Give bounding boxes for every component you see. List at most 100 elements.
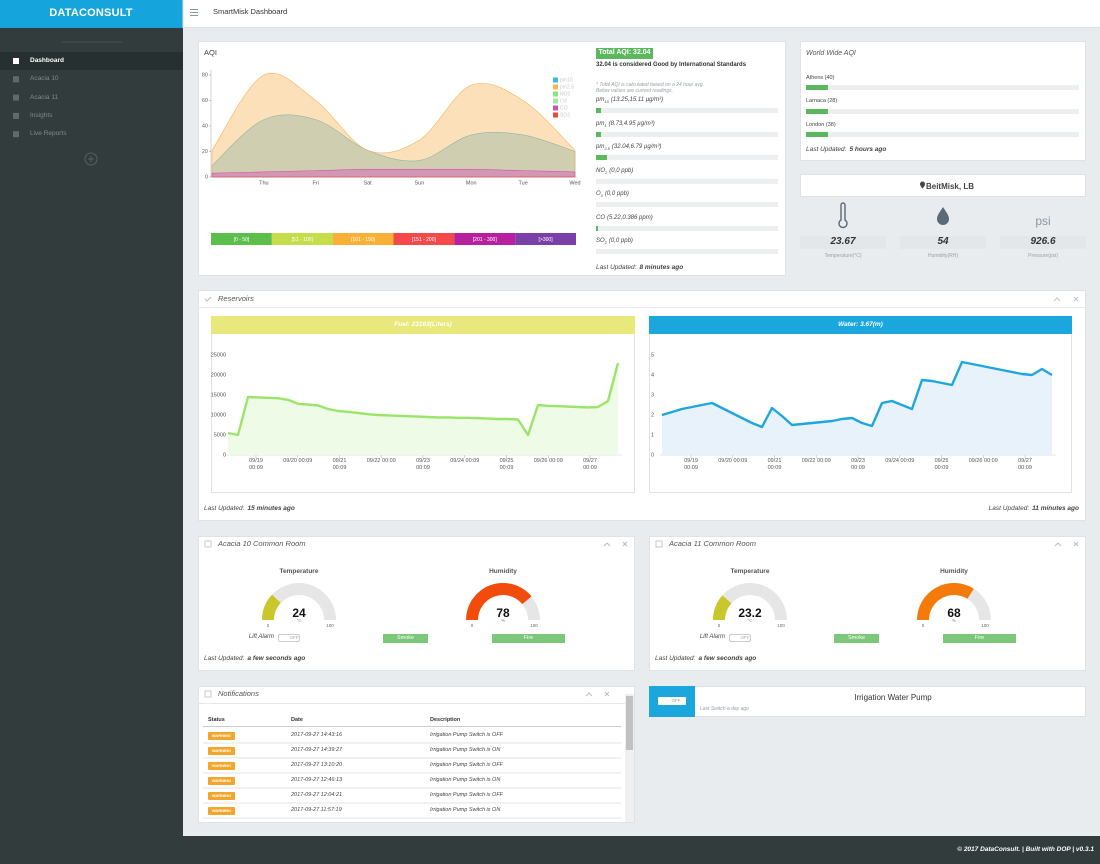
pollutant-symbol: CO: [596, 214, 605, 221]
pollutant-subscript: 3: [600, 193, 603, 199]
thermometer-icon: [838, 202, 848, 229]
reading-value: 926.6: [1030, 236, 1056, 248]
gauge-min: 0: [717, 623, 721, 629]
legend-swatch: [553, 112, 558, 118]
close-icon: [1073, 296, 1079, 302]
pollutant-label: CO (5.22,0.386 ppm): [596, 215, 653, 223]
switch[interactable]: OFF: [278, 634, 300, 642]
x-tick-label: Fri: [313, 180, 319, 186]
menu-toggle[interactable]: [190, 9, 198, 16]
alarm-label: Lift Alarm: [699, 634, 725, 641]
column-header: Status: [208, 716, 225, 723]
close-icon: [622, 541, 628, 547]
pollutant-label: pm1 (8.73,4.95 µg/m³): [596, 121, 655, 129]
menu-item: Acacia 10: [30, 75, 59, 83]
chart-title: Water: 3.67(m): [838, 320, 883, 328]
status-button[interactable]: Smoke: [834, 634, 879, 643]
aqi-area: [211, 114, 576, 178]
pollutant-track: [596, 131, 778, 137]
pollutant-symbol: NO: [596, 167, 605, 174]
y-tick-label: 25000: [211, 352, 226, 358]
panel-header-icons: [204, 690, 610, 698]
gauge: [713, 582, 787, 620]
column-header: Date: [291, 716, 303, 723]
x-tick-label: 09/25 00:09: [499, 458, 514, 471]
panel-title: Acacia 11 Common Room: [669, 539, 756, 549]
menu-icon: [13, 112, 19, 119]
menu-icon: [13, 94, 19, 101]
status-badge: [208, 731, 235, 740]
last-updated-value: 8 minutes ago: [639, 263, 684, 271]
y-tick-label: 5000: [214, 432, 226, 438]
legend-swatch: [553, 91, 558, 97]
panel-title: Acacia 10 Common Room: [218, 539, 306, 549]
button-text: Fire: [974, 635, 985, 642]
level-area: [228, 363, 618, 455]
last-updated-value: a few seconds ago: [247, 654, 306, 662]
menu-icon: [13, 58, 19, 64]
pollutant-fill: [596, 155, 607, 160]
reading-box: [800, 236, 886, 249]
legend-swatch: [553, 98, 558, 104]
status-badge: [208, 791, 235, 800]
pollutant-track: [596, 202, 778, 207]
x-tick-label: 09/23 00:09: [416, 458, 430, 471]
switch-text: OFF: [289, 635, 299, 641]
x-tick-label: 09/27 00:09: [1018, 458, 1032, 471]
y-tick-label: 80: [202, 72, 208, 78]
gauge-fill: [917, 583, 974, 620]
city-track: [806, 108, 1079, 114]
x-tick-label: Mon: [466, 180, 477, 186]
x-tick-label: 09/20 00:09: [283, 458, 313, 464]
location-panel: [800, 174, 1086, 197]
pollutant-track: [596, 155, 778, 160]
status-text: WARNING: [211, 748, 232, 753]
aqi-note: * Total AQI is calculated based on a 24 …: [596, 82, 705, 94]
status-button[interactable]: Smoke: [383, 634, 428, 643]
pollutant-reading: (32.04,6.79 µg/m³): [611, 144, 662, 151]
status-text: WARNING: [211, 763, 232, 768]
last-updated: Last Updated: a few seconds ago: [655, 655, 756, 663]
chart-header: Water: 3.67(m): [649, 316, 1072, 334]
last-updated-value: 11 minutes ago: [1032, 504, 1079, 512]
aqi-area: [211, 168, 576, 178]
pollutant-label: O3 (0,0 ppb): [596, 191, 629, 199]
last-updated: Last Updated: a few seconds ago: [204, 655, 305, 663]
scale-label: [201 - 300]: [473, 237, 498, 243]
top-bar: [183, 0, 1100, 28]
notification-description: Irrigation Pump Switch is OFF: [430, 732, 504, 739]
menu-item: Live Reports: [30, 130, 67, 138]
y-tick-label: 0: [651, 452, 654, 458]
reservoir-chart: 0 5000 10000 15000 20000 25000: [211, 352, 622, 458]
button-text: Fire: [523, 635, 534, 642]
city-fill: [806, 132, 828, 137]
status-button[interactable]: Fire: [492, 634, 565, 643]
city-fill: [806, 108, 828, 114]
x-tick-label: Wed: [569, 180, 580, 186]
last-updated: Last Updated: 15 minutes ago: [204, 505, 295, 513]
pollutant-symbol: O: [596, 191, 601, 198]
status-text: WARNING: [211, 733, 232, 738]
x-tick-label: 09/19 00:09: [684, 458, 698, 471]
status-button[interactable]: Fire: [943, 634, 1016, 643]
y-tick-label: 0: [223, 452, 226, 458]
status-badge: [208, 776, 235, 785]
x-tick-label: 09/26 00:09: [533, 458, 563, 464]
pump-switch[interactable]: OFF: [658, 697, 686, 705]
aqi-chart: AQI 0 20 40 60 80 Thu Fri Sat Sun Mon Tue Wed pm10pm2…: [202, 48, 581, 186]
gauge-value: 24: [292, 605, 306, 620]
x-tick-label: 09/22 00:09: [366, 458, 396, 464]
scale-segment: [454, 233, 516, 245]
legend-label: SO2: [560, 112, 570, 118]
pollutant-fill: [596, 108, 601, 113]
switch[interactable]: OFF: [729, 634, 751, 642]
scroll-thumb[interactable]: [626, 696, 633, 750]
gauge-fill: [466, 583, 532, 620]
total-badge: [596, 48, 653, 59]
pump-panel: [649, 686, 1086, 717]
reading-label: Temperature(°C): [824, 252, 862, 259]
legend-swatch: [553, 105, 558, 111]
pollutant-reading: (13.25,15.11 µg/m³): [610, 97, 664, 104]
close-icon: [604, 691, 610, 697]
